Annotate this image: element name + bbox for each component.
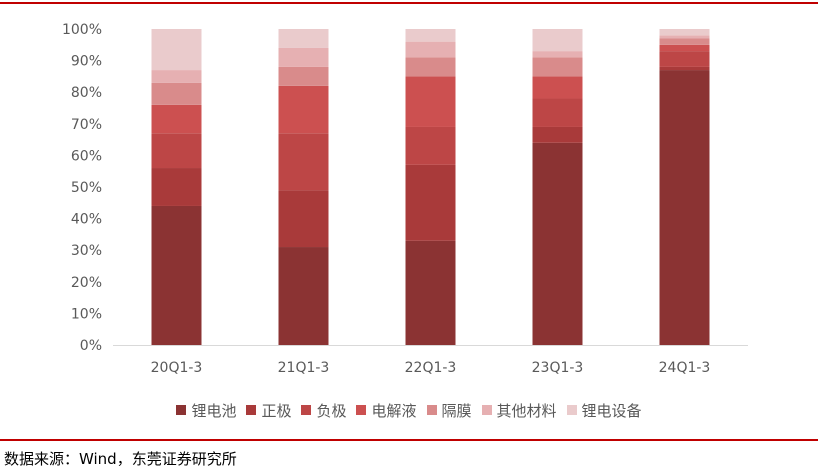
legend-item: 正极 <box>246 400 291 421</box>
top-rule <box>0 2 818 4</box>
bar-segment-锂电池 <box>659 70 710 345</box>
bar-segment-正极 <box>532 126 583 143</box>
bar-segment-锂电池 <box>151 205 202 345</box>
bar-segment-负极 <box>405 126 456 165</box>
bottom-rule <box>0 439 818 441</box>
legend-label: 隔膜 <box>441 401 472 420</box>
legend-item: 隔膜 <box>426 400 472 421</box>
y-tick-label: 100% <box>62 22 102 38</box>
legend-swatch <box>566 405 577 415</box>
y-tick-label: 70% <box>71 117 102 133</box>
legend-swatch <box>246 405 257 415</box>
x-tick-label: 20Q1-3 <box>151 360 203 376</box>
bar-segment-电解液 <box>532 76 583 99</box>
y-tick-label: 90% <box>71 54 102 70</box>
bar-segment-锂电池 <box>278 247 329 345</box>
bar-segment-其他材料 <box>659 35 710 39</box>
bar-segment-电解液 <box>659 44 710 52</box>
bar-segment-负极 <box>151 133 202 169</box>
y-tick-label: 20% <box>71 275 102 291</box>
legend-label: 锂电设备 <box>581 401 642 420</box>
bar-segment-电解液 <box>151 104 202 134</box>
legend-item: 锂电池 <box>176 400 236 421</box>
legend-label: 锂电池 <box>191 401 237 420</box>
bar-segment-负极 <box>659 51 710 67</box>
y-tick-label: 0% <box>80 338 102 354</box>
y-tick-label: 50% <box>71 180 102 196</box>
bar-segment-正极 <box>151 168 202 206</box>
legend-item: 负极 <box>301 400 346 421</box>
y-tick-label: 10% <box>71 306 102 322</box>
bar-segment-锂电设备 <box>278 29 329 48</box>
bar-segment-正极 <box>405 164 456 241</box>
x-tick-label: 21Q1-3 <box>278 360 330 376</box>
bar-segment-锂电池 <box>405 240 456 345</box>
y-tick-label: 30% <box>71 243 102 259</box>
bar-segment-隔膜 <box>532 57 583 77</box>
bar-segment-隔膜 <box>151 82 202 105</box>
bar-segment-其他材料 <box>532 51 583 58</box>
bar-segment-锂电设备 <box>532 29 583 52</box>
bar-segment-电解液 <box>405 76 456 127</box>
x-tick-label: 23Q1-3 <box>532 360 584 376</box>
legend-swatch <box>481 405 492 415</box>
legend-item: 锂电设备 <box>566 400 642 421</box>
y-tick-label: 40% <box>71 212 102 228</box>
legend-label: 负极 <box>316 401 347 420</box>
bar-segment-锂电设备 <box>151 29 202 71</box>
chart-legend: 锂电池 正极 负极 电解液 隔膜 其他材料 锂电设备 <box>0 398 818 422</box>
bar-segment-锂电设备 <box>659 29 710 36</box>
bar-segment-锂电设备 <box>405 29 456 42</box>
y-tick-label: 80% <box>71 85 102 101</box>
legend-item: 其他材料 <box>481 400 557 421</box>
legend-label: 电解液 <box>371 401 417 420</box>
legend-label: 其他材料 <box>496 401 557 420</box>
x-tick-label: 22Q1-3 <box>405 360 457 376</box>
legend-swatch <box>426 405 437 415</box>
legend-swatch <box>356 405 367 415</box>
bar-segment-负极 <box>532 98 583 127</box>
bar-segment-隔膜 <box>659 38 710 45</box>
x-tick-label: 24Q1-3 <box>659 360 711 376</box>
bar-segment-其他材料 <box>278 47 329 67</box>
y-tick-label: 60% <box>71 148 102 164</box>
legend-item: 电解液 <box>356 400 417 421</box>
source-note: 数据来源：Wind，东莞证券研究所 <box>4 450 237 468</box>
bar-segment-隔膜 <box>278 66 329 86</box>
bar-segment-正极 <box>659 66 710 71</box>
bar-segment-其他材料 <box>405 41 456 58</box>
legend-swatch <box>176 405 187 415</box>
legend-label: 正极 <box>261 401 292 420</box>
bar-segment-其他材料 <box>151 70 202 83</box>
stacked-bar-chart: 0% 10% 20% 30% 40% 50% 60% 70% 80% 90% 100% 20Q1-3 2… <box>62 22 748 376</box>
bar-segment-电解液 <box>278 85 329 134</box>
bar-segment-隔膜 <box>405 57 456 77</box>
bar-segment-锂电池 <box>532 142 583 345</box>
legend-swatch <box>301 405 312 415</box>
bar-segment-正极 <box>278 190 329 248</box>
bar-segment-负极 <box>278 133 329 191</box>
